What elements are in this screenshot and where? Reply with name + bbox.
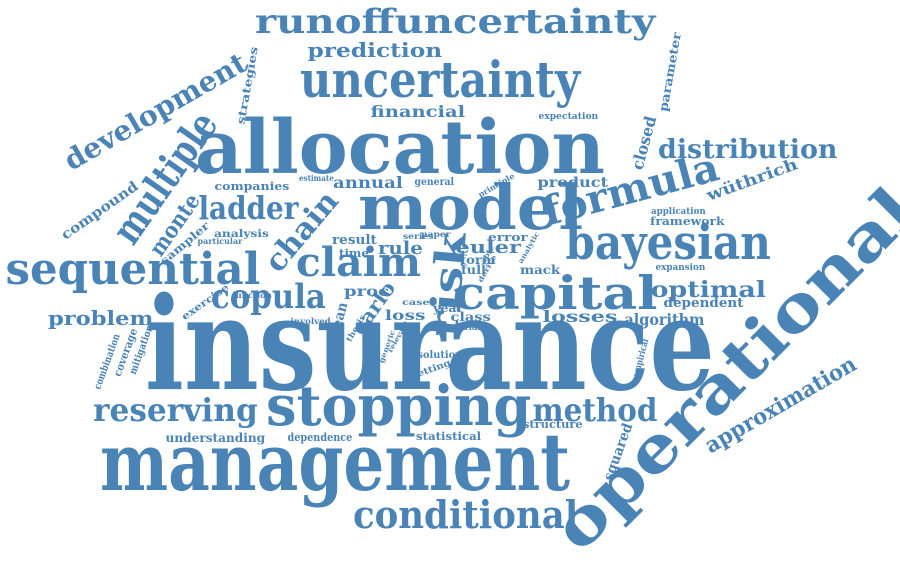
word-claim: claim [295, 239, 421, 286]
word-conditional: conditional [352, 492, 578, 537]
word-loss: loss [384, 308, 426, 324]
word-allocation: allocation [195, 105, 605, 191]
word-proc: proc [343, 284, 389, 300]
word-analysis: analysis [213, 229, 269, 240]
word-expansion: expansion [655, 262, 705, 273]
word-companies: companies [214, 179, 290, 193]
word-mack: mack [519, 263, 561, 277]
word-sequential: sequential [5, 244, 261, 295]
word-series: series [402, 231, 434, 241]
word-understanding: understanding [165, 431, 265, 445]
word-distribution: distribution [658, 135, 838, 165]
word-ladder: ladder [197, 189, 298, 227]
word-annual: annual [333, 173, 403, 192]
word-estimate: estimate [298, 173, 334, 183]
word-financial: financial [370, 102, 465, 121]
word-paper: paper [421, 229, 451, 239]
word-year: year [432, 301, 464, 315]
word-particular: particular [197, 236, 243, 246]
word-product: product [536, 175, 608, 191]
word-class: class [449, 310, 491, 324]
word-time: time [339, 246, 369, 260]
word-statistical: statistical [415, 429, 481, 443]
word-losses: losses [542, 307, 618, 326]
word-structure: structure [523, 417, 583, 431]
word-variance: variance [453, 322, 495, 332]
word-copula: copula [210, 277, 326, 317]
word-application: application [650, 206, 706, 217]
word-reserving: reserving [92, 391, 258, 429]
word-uncertainty: uncertainty [300, 50, 581, 109]
word-problem: problem [47, 306, 153, 330]
word-optimal: optimal [650, 277, 767, 303]
word-full: full [460, 263, 486, 277]
word-form: form [460, 253, 496, 267]
word-framework: framework [649, 214, 724, 228]
word-prediction: prediction [307, 38, 443, 62]
word-expectation: expectation [538, 111, 598, 122]
word-model: model [357, 171, 583, 244]
word-function: function [231, 290, 272, 300]
word-algorithm: algorithm [623, 310, 704, 329]
word-euler: euler [455, 237, 521, 258]
word-involved: involved [289, 316, 331, 326]
word-insurance: insurance [144, 270, 715, 420]
word-solution: solution [417, 350, 463, 361]
word-management: management [99, 415, 571, 509]
word-runoffuncertainty: runoffuncertainty [255, 2, 656, 42]
word-dependent: dependent [662, 295, 744, 311]
word-general: general [413, 177, 454, 188]
word-bayesian: bayesian [565, 215, 771, 271]
word-parameter: parameter [656, 31, 684, 113]
word-case: case [402, 297, 430, 307]
word-stopping: stopping [265, 372, 531, 438]
word-rule: rule [377, 238, 423, 259]
word-dependence: dependence [287, 430, 353, 444]
word-capital: capital [452, 266, 658, 320]
word-error: error [488, 230, 528, 244]
word-method: method [532, 391, 658, 429]
word-result: result [331, 232, 377, 248]
